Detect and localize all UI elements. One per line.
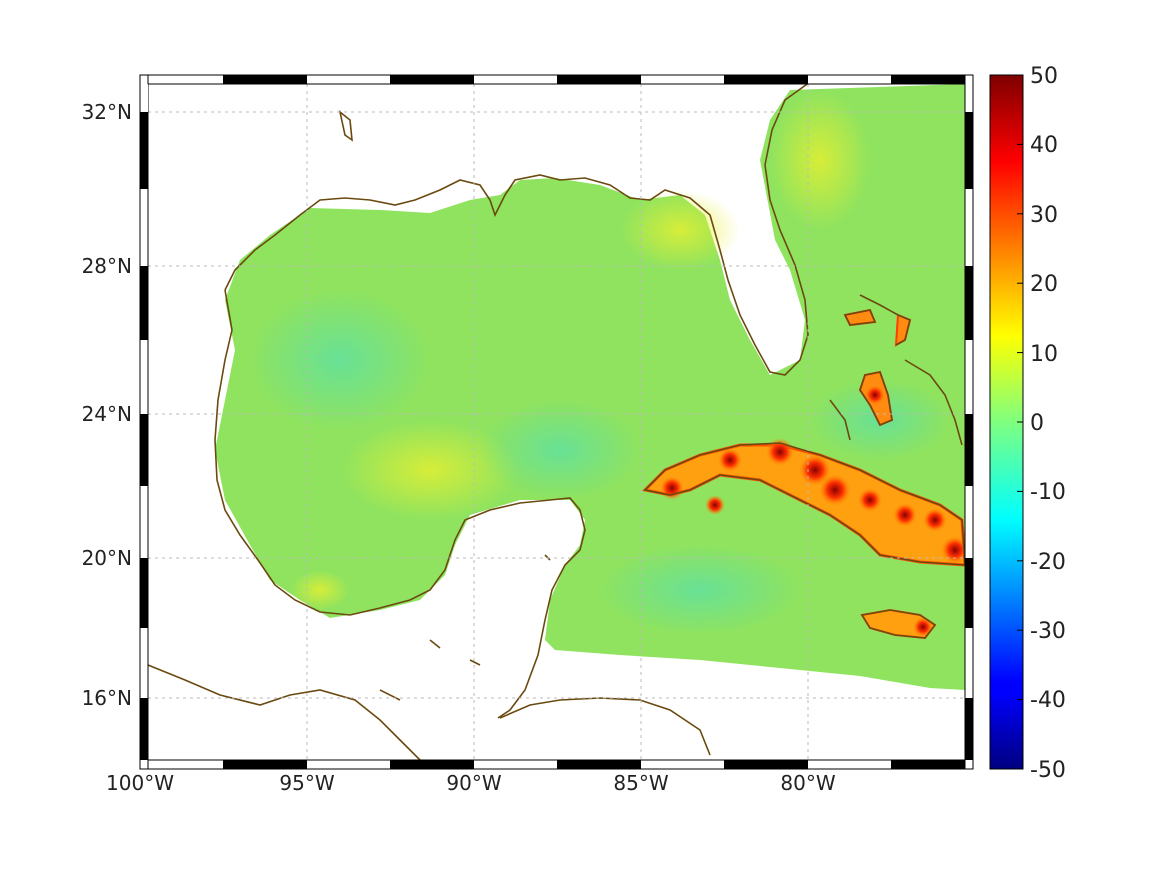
colorbar-label: 50 [1030, 64, 1058, 89]
yucatan-islands [379, 554, 551, 701]
field-variation [250, 90, 950, 635]
pacific-coast [148, 664, 421, 760]
colorbar-label: 40 [1030, 133, 1058, 158]
lon-label: 90°W [446, 771, 501, 795]
cuba-coastline [643, 442, 965, 566]
lat-label: 16°N [82, 686, 132, 710]
colorbar: 50 40 30 20 10 0 -10 -20 -30 -40 -50 [989, 64, 1066, 783]
cuba-hotspots [660, 438, 965, 564]
colorbar-label: 0 [1030, 411, 1044, 436]
colorbar-label: 20 [1030, 272, 1058, 297]
latitude-labels: 32°N 28°N 24°N 20°N 16°N [82, 100, 132, 710]
longitude-labels: 100°W 95°W 90°W 85°W 80°W [106, 771, 836, 795]
lat-label: 28°N [82, 254, 132, 278]
lat-label: 20°N [82, 546, 132, 570]
colorbar-label: 10 [1030, 342, 1058, 367]
bahamas-coastline [829, 294, 963, 446]
gulf-water-field [215, 84, 965, 690]
colorbar-label: -20 [1030, 550, 1066, 575]
central-america-coast [499, 697, 711, 756]
graticule [148, 84, 965, 760]
lon-label: 95°W [279, 771, 334, 795]
lat-label: 32°N [82, 100, 132, 124]
map-area [148, 84, 965, 760]
lat-label: 24°N [82, 402, 132, 426]
map-frame [139, 74, 974, 770]
mexico-coast [214, 289, 586, 719]
jamaica-coastline [860, 609, 937, 639]
lon-label: 80°W [780, 771, 835, 795]
us-gulf-coast [224, 84, 809, 376]
colorbar-label: -30 [1030, 619, 1066, 644]
colorbar-label: 30 [1030, 203, 1058, 228]
colorbar-label: -50 [1030, 758, 1066, 783]
lon-label: 85°W [613, 771, 668, 795]
lon-label: 100°W [106, 771, 174, 795]
coastlines [148, 84, 965, 760]
colorbar-ticks [1017, 143, 1023, 701]
lake-outline [338, 109, 353, 142]
colorbar-label: -40 [1030, 688, 1066, 713]
colorbar-label: -10 [1030, 480, 1066, 505]
